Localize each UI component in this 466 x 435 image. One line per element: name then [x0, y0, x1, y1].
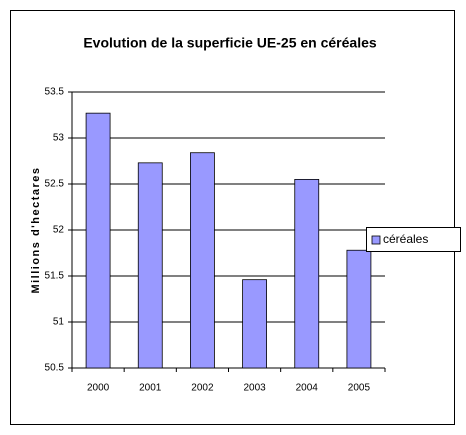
- chart-title: Evolution de la superficie UE-25 en céré…: [83, 35, 377, 51]
- legend-label: céréales: [383, 232, 428, 246]
- y-tick-label: 52: [53, 225, 65, 236]
- y-tick-label: 50.5: [45, 363, 65, 374]
- y-tick-label: 51.5: [45, 271, 65, 282]
- x-tick-label: 2000: [87, 383, 110, 394]
- y-axis-label: Millions d'hectares: [30, 166, 42, 293]
- bar: [190, 152, 215, 369]
- y-tick-label: 52.5: [45, 179, 65, 190]
- y-tick-label: 53: [53, 133, 65, 144]
- x-tick-label: 2003: [243, 383, 266, 394]
- x-tick-label: 2002: [191, 383, 214, 394]
- bar: [242, 279, 267, 369]
- bar: [85, 112, 111, 369]
- bar: [346, 249, 372, 369]
- x-tick-label: 2004: [296, 383, 319, 394]
- bar: [137, 162, 163, 369]
- x-tick-label: 2005: [348, 383, 371, 394]
- chart-border: [10, 10, 455, 425]
- y-tick-label: 51: [53, 317, 65, 328]
- y-tick-label: 53.5: [45, 87, 65, 98]
- legend-box: [366, 227, 461, 252]
- x-tick-label: 2001: [139, 383, 162, 394]
- bar: [294, 178, 320, 369]
- legend-swatch: [371, 235, 381, 245]
